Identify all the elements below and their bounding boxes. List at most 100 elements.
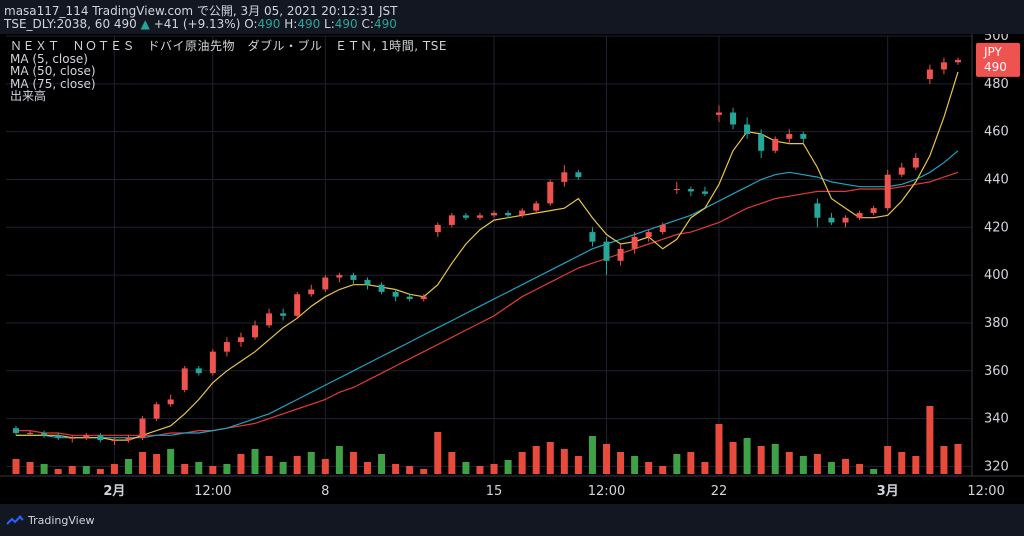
volume-bar — [574, 456, 582, 474]
time-tick-label: 2月 — [103, 484, 125, 499]
candle-body — [125, 437, 132, 441]
candle-body — [505, 212, 512, 216]
candle-body — [237, 337, 244, 343]
candle-body — [575, 172, 582, 178]
volume-bar — [687, 452, 695, 474]
candle-body — [13, 428, 19, 433]
volume-bar — [799, 456, 807, 474]
candle-body — [828, 217, 835, 223]
price-change: +41 (+9.13%) — [153, 17, 241, 31]
volume-bar — [729, 442, 737, 474]
candle-body — [83, 435, 90, 438]
candle-body — [153, 404, 160, 419]
volume-bar — [856, 464, 864, 474]
close-value: 490 — [373, 17, 397, 31]
ma50-legend[interactable]: MA (50, close) — [10, 64, 96, 78]
candle-body — [884, 174, 891, 209]
volume-bar — [954, 444, 962, 474]
candle-body — [617, 248, 624, 261]
volume-bar — [293, 456, 301, 474]
volume-bar — [842, 459, 850, 474]
volume-bar — [546, 442, 554, 474]
candle-body — [41, 432, 48, 436]
volume-bar — [940, 446, 948, 474]
candle-body — [940, 62, 947, 70]
high-value: 490 — [297, 17, 321, 31]
candle-body — [744, 124, 751, 135]
candle-body — [659, 224, 666, 233]
volume-bar — [392, 464, 400, 474]
price-tick-label: 380 — [984, 316, 1009, 331]
volume-bar — [476, 466, 484, 474]
candle-body — [266, 313, 273, 326]
candle-body — [181, 368, 188, 390]
candle-body — [167, 399, 174, 405]
volume-bar — [588, 436, 596, 474]
publish-info: masa117_114 TradingView.com で公開, 3月 05, … — [4, 4, 398, 18]
volume-bar — [279, 462, 287, 474]
volume-legend[interactable]: 出来高 — [10, 89, 47, 103]
candle-body — [280, 313, 287, 316]
up-arrow-icon: ▲ — [140, 17, 150, 31]
symbol-label: TSE_DLY:2038, 60 — [4, 17, 111, 31]
candle-body — [462, 215, 469, 218]
indicator-legend: ＮＥＸＴ ＮＯＴＥＳ ドバイ原油先物 ダブル・ブル ＥＴＮ, 1時間, TSE … — [10, 40, 447, 103]
last-price-badge — [976, 42, 1020, 77]
volume-bar — [490, 464, 498, 474]
volume-bar — [54, 469, 62, 474]
price-tick-label: 360 — [984, 364, 1009, 379]
time-tick-label: 22 — [711, 484, 728, 499]
volume-bar — [82, 466, 90, 474]
ma5-legend[interactable]: MA (5, close) — [10, 51, 88, 66]
volume-bar — [378, 454, 386, 474]
chart-pane[interactable]: 320 340 360 380 400 420 440 460 480 500 JPY 490 2月 12… — [0, 29, 1024, 504]
candle-body — [476, 215, 483, 218]
volume-bar — [448, 452, 456, 474]
candle-body — [603, 241, 610, 261]
symbol-info-line: TSE_DLY:2038, 60 490 ▲ +41 (+9.13%) O:49… — [4, 17, 397, 31]
ma5-line — [16, 71, 959, 441]
candle-body — [392, 291, 399, 297]
volume-bar — [406, 466, 414, 474]
volume-bar — [139, 452, 147, 474]
volume-bar — [195, 462, 203, 474]
volume-bar — [40, 464, 48, 474]
candle-body — [898, 167, 905, 175]
candle-body — [673, 189, 680, 191]
candle-body — [786, 134, 793, 139]
volume-bar — [532, 446, 540, 474]
volume-bar — [307, 452, 315, 474]
price-axis-bg — [972, 34, 1024, 504]
volume-bar — [349, 452, 357, 474]
candle-body — [814, 203, 821, 218]
volume-bar — [813, 454, 821, 474]
volume-bar — [462, 462, 470, 474]
volume-bar — [757, 446, 765, 474]
volume-bar — [420, 469, 428, 474]
candle-body — [322, 277, 329, 290]
candle-body — [350, 275, 357, 280]
volume-bar — [167, 449, 175, 474]
tradingview-logo[interactable]: TradingView — [6, 514, 94, 527]
candle-body — [55, 435, 62, 438]
volume-bar — [251, 449, 259, 474]
candle-body — [195, 368, 202, 374]
candle-body — [631, 236, 638, 249]
candle-body — [364, 279, 371, 285]
candle-body — [519, 210, 526, 216]
candle-body — [547, 181, 554, 204]
volume-bar — [153, 454, 161, 474]
candle-body — [97, 435, 104, 441]
chart-header: masa117_114 TradingView.com で公開, 3月 05, … — [0, 0, 1024, 34]
last-price: 490 — [113, 17, 137, 31]
volume-bar — [237, 454, 245, 474]
candle-body — [434, 224, 441, 233]
volume-bar — [603, 444, 611, 474]
symbol-description: ＮＥＸＴ ＮＯＴＥＳ ドバイ原油先物 ダブル・ブル ＥＴＮ, 1時間, TSE — [10, 39, 447, 53]
candle-body — [758, 134, 765, 151]
volume-bar — [743, 438, 751, 474]
ma75-legend[interactable]: MA (75, close) — [10, 76, 96, 91]
time-tick-label: 12:00 — [194, 484, 231, 499]
candle-body — [252, 325, 259, 338]
